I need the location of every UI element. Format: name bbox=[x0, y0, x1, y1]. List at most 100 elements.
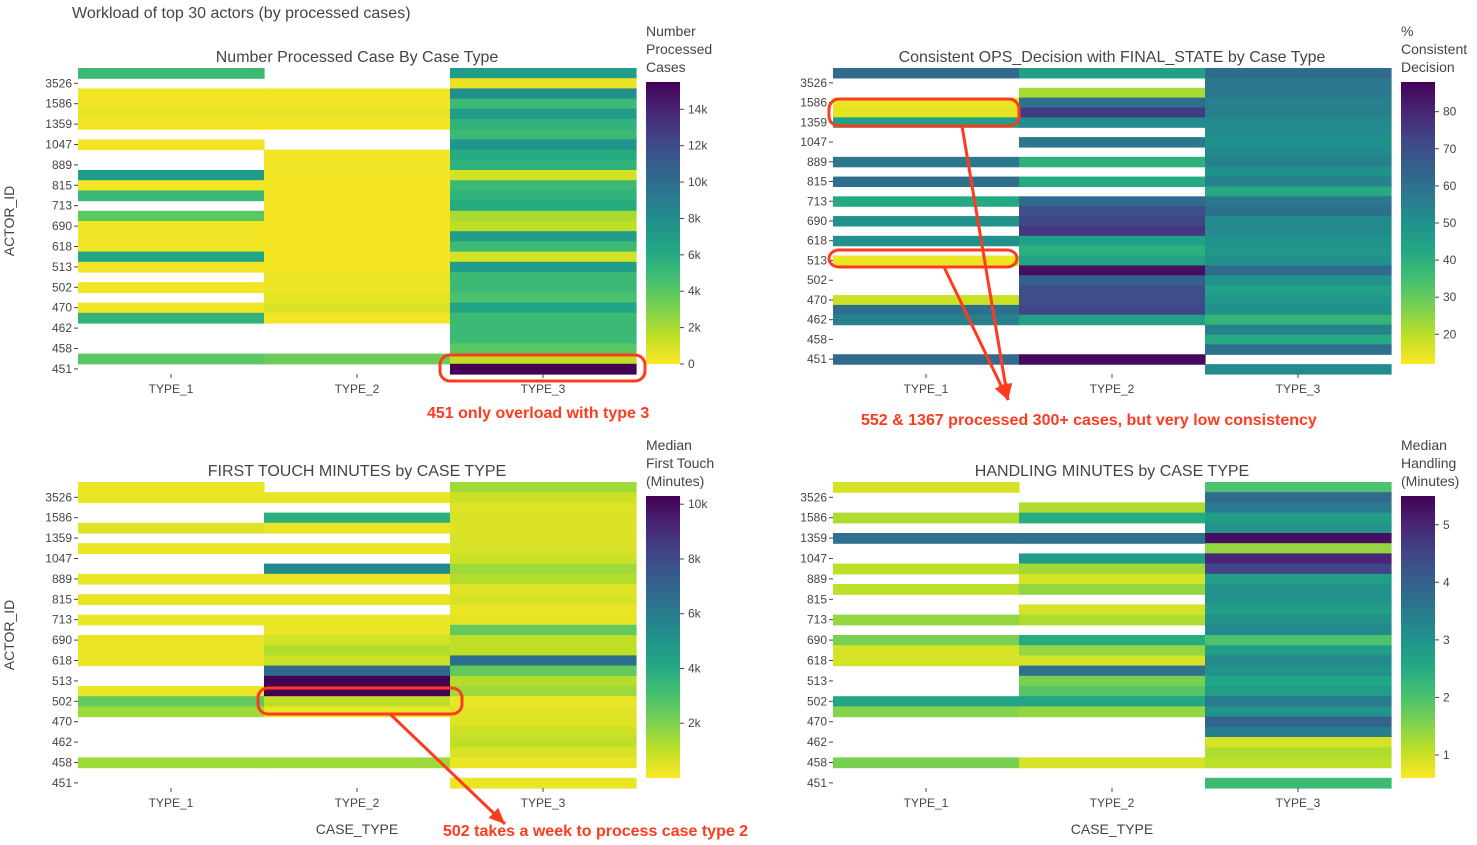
heatmap-cell bbox=[1019, 757, 1206, 769]
y-tick-label: 618 bbox=[807, 654, 827, 668]
colorbar bbox=[1401, 82, 1435, 364]
heatmap-cell bbox=[450, 624, 637, 636]
heatmap-panel-3: FIRST TOUCH MINUTES by CASE TYPE 3526 1586… bbox=[1, 437, 714, 837]
heatmap-cell bbox=[264, 312, 451, 324]
heatmap-cell bbox=[1019, 275, 1206, 286]
heatmap-cell bbox=[450, 323, 637, 334]
heatmap-cell bbox=[1205, 482, 1392, 493]
colorbar-tick-label: 6k bbox=[688, 248, 702, 262]
heatmap-cell bbox=[1205, 235, 1392, 247]
y-tick-label: 889 bbox=[807, 572, 827, 586]
heatmap-cell bbox=[1019, 117, 1206, 128]
arrow-1367-line bbox=[960, 125, 1010, 401]
heatmap-cell bbox=[1019, 137, 1206, 148]
heatmap-cell bbox=[264, 522, 451, 534]
x-tick-label: TYPE_3 bbox=[1276, 796, 1321, 810]
heatmap-cell bbox=[1205, 295, 1392, 306]
heatmap-cell bbox=[450, 512, 637, 524]
heatmap-cell bbox=[1205, 255, 1392, 267]
heatmap-cell bbox=[78, 312, 265, 324]
heatmap-cell bbox=[833, 97, 1020, 109]
heatmap-cell bbox=[450, 706, 637, 718]
y-tick-label: 690 bbox=[52, 633, 72, 647]
y-tick-label: 470 bbox=[52, 715, 72, 729]
panel-title: Number Processed Case By Case Type bbox=[216, 49, 499, 66]
heatmap-cell bbox=[1205, 645, 1392, 656]
y-tick-label: 1359 bbox=[800, 115, 827, 129]
heatmap-cell bbox=[1205, 245, 1392, 257]
heatmap-cell bbox=[78, 686, 265, 697]
heatmap-cell bbox=[450, 180, 637, 191]
heatmap-cell bbox=[1205, 573, 1392, 585]
heatmap-cell bbox=[1205, 324, 1392, 336]
heatmap-cell bbox=[1205, 206, 1392, 217]
heatmap-cell bbox=[78, 573, 265, 585]
heatmap-cell bbox=[450, 333, 637, 344]
heatmap-cell bbox=[450, 492, 637, 503]
heatmap-cell bbox=[1205, 364, 1392, 375]
heatmap-cell bbox=[450, 231, 637, 242]
heatmap-cell bbox=[264, 563, 451, 575]
colorbar bbox=[646, 82, 680, 364]
heatmap-cell bbox=[833, 354, 1020, 365]
heatmap-cell bbox=[1205, 107, 1392, 118]
y-tick-label: 513 bbox=[52, 260, 72, 274]
heatmap-cell bbox=[264, 512, 451, 524]
y-tick-label: 618 bbox=[52, 654, 72, 668]
heatmap-cell bbox=[264, 686, 451, 697]
colorbar-tick-label: 20 bbox=[1443, 327, 1457, 341]
heatmap-cell bbox=[1205, 304, 1392, 316]
heatmap-cell bbox=[833, 533, 1020, 544]
y-tick-label: 462 bbox=[807, 313, 827, 327]
heatmap-cell bbox=[833, 304, 1020, 316]
y-tick-label: 458 bbox=[52, 756, 72, 770]
heatmap-panel-2: Consistent OPS_Decision with FINAL_STATE… bbox=[800, 23, 1467, 396]
heatmap-cell bbox=[833, 584, 1020, 595]
colorbar-tick-label: 8k bbox=[688, 211, 702, 225]
heatmap-cell bbox=[1019, 553, 1206, 565]
heatmap-cell bbox=[450, 502, 637, 514]
heatmap-cell bbox=[1019, 696, 1206, 707]
heatmap-cell bbox=[264, 573, 451, 585]
heatmap-cell bbox=[833, 512, 1020, 524]
colorbar-title: Consistent bbox=[1401, 41, 1467, 57]
x-tick-label: TYPE_2 bbox=[1090, 796, 1135, 810]
heatmap-cell bbox=[1019, 206, 1206, 217]
heatmap-cell bbox=[450, 159, 637, 171]
heatmap-cell bbox=[450, 584, 637, 595]
heatmap-cell bbox=[78, 221, 265, 232]
panel-title: HANDLING MINUTES by CASE TYPE bbox=[975, 463, 1249, 480]
arrow-552-line bbox=[942, 266, 1010, 401]
heatmap-cell bbox=[78, 655, 265, 667]
colorbar-tick-label: 40 bbox=[1443, 253, 1457, 267]
heatmap-cell bbox=[264, 655, 451, 667]
heatmap-cell bbox=[450, 210, 637, 222]
heatmap-cell bbox=[78, 241, 265, 253]
heatmap-cell bbox=[450, 170, 637, 181]
heatmap-cell bbox=[450, 594, 637, 605]
y-tick-label: 1359 bbox=[45, 117, 72, 131]
heatmap-cell bbox=[78, 88, 265, 100]
y-tick-label: 3526 bbox=[800, 76, 827, 90]
heatmap-cell bbox=[833, 757, 1020, 769]
heatmap-cell bbox=[833, 117, 1020, 128]
heatmap-cell bbox=[450, 655, 637, 667]
heatmap-cell bbox=[1019, 255, 1206, 267]
y-tick-label: 462 bbox=[52, 735, 72, 749]
colorbar-title: Number bbox=[646, 23, 696, 39]
heatmap-cell bbox=[264, 614, 451, 626]
x-axis-title: CASE_TYPE bbox=[316, 821, 398, 837]
heatmap-cell bbox=[78, 482, 265, 493]
heatmap-cell bbox=[450, 543, 637, 554]
heatmap-cell bbox=[1205, 196, 1392, 207]
x-tick-label: TYPE_2 bbox=[335, 382, 380, 396]
heatmap-cell bbox=[1205, 686, 1392, 697]
colorbar-title: (Minutes) bbox=[646, 473, 704, 489]
y-tick-label: 618 bbox=[807, 234, 827, 248]
heatmap-cell bbox=[78, 108, 265, 120]
y-tick-label: 1586 bbox=[800, 511, 827, 525]
y-tick-label: 502 bbox=[807, 273, 827, 287]
heatmap-cell bbox=[450, 747, 637, 758]
heatmap-cell bbox=[1019, 604, 1206, 616]
heatmap-cell bbox=[1019, 512, 1206, 524]
